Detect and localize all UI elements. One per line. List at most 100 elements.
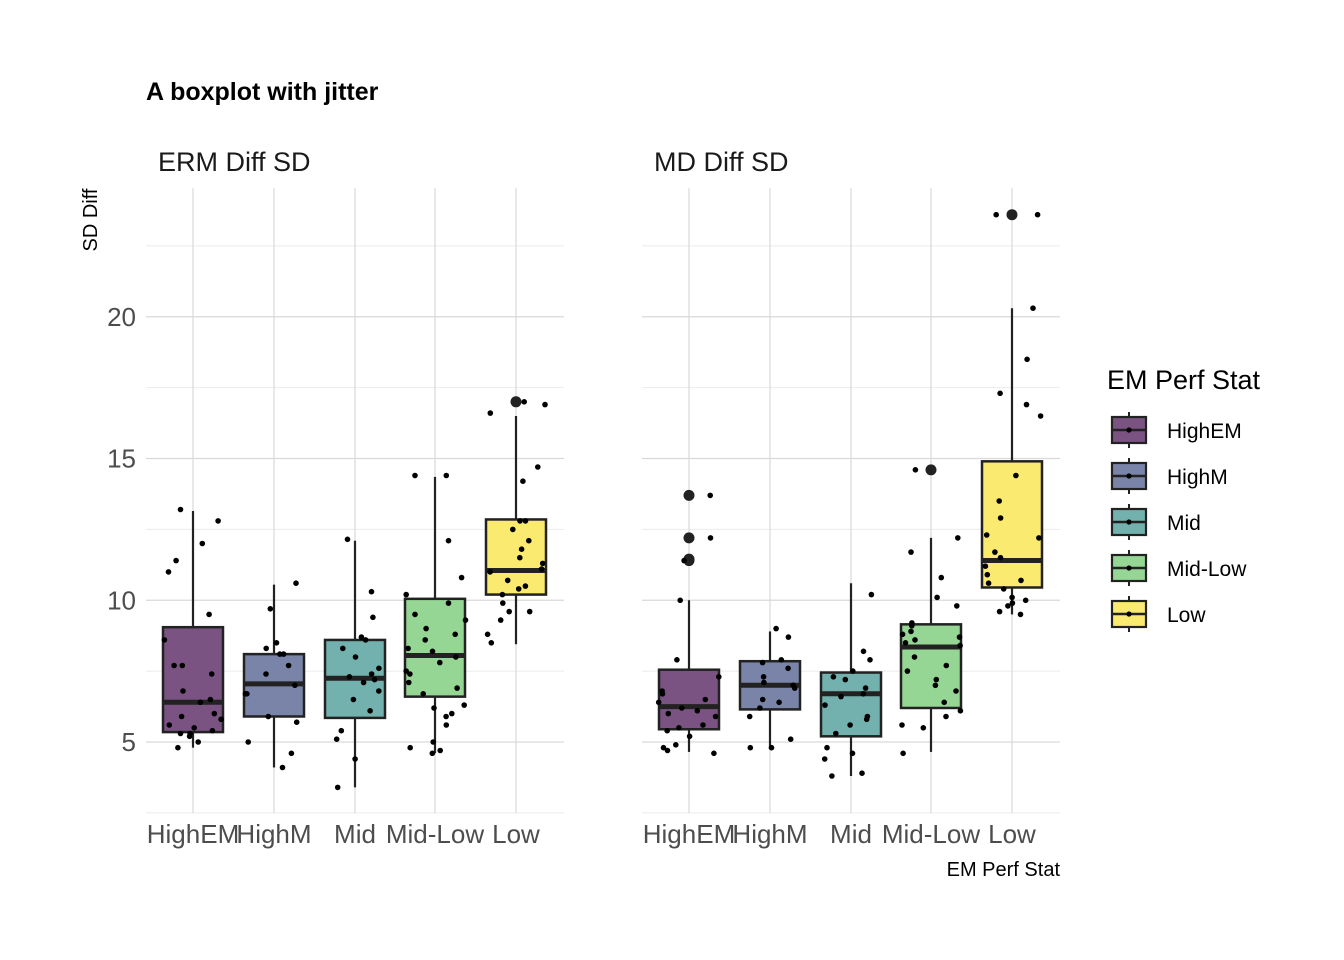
jitter-point	[500, 600, 506, 606]
jitter-point	[405, 645, 411, 652]
jitter-point	[776, 699, 782, 706]
legend-item-HighM: HighM	[1110, 458, 1228, 494]
outlier-point	[510, 396, 522, 408]
jitter-point	[443, 472, 450, 479]
jitter-point	[186, 733, 193, 740]
facet-strip-label: ERM Diff SD	[158, 147, 311, 177]
jitter-point	[522, 583, 529, 589]
jitter-point	[510, 526, 516, 533]
jitter-point	[957, 708, 964, 714]
jitter-point	[403, 591, 410, 598]
jitter-point	[996, 498, 1002, 504]
jitter-point	[785, 634, 792, 640]
jitter-point	[180, 688, 186, 694]
jitter-point	[177, 730, 184, 737]
jitter-point	[904, 668, 911, 674]
jitter-point	[161, 637, 168, 643]
legend-label: Mid-Low	[1167, 558, 1247, 581]
jitter-point	[542, 401, 548, 408]
jitter-point	[1018, 577, 1024, 584]
x-tick-label: HighEM	[643, 819, 735, 849]
box-body	[899, 623, 963, 710]
jitter-point	[997, 554, 1004, 561]
x-tick-label: HighM	[236, 819, 311, 849]
jitter-point	[833, 730, 839, 737]
jitter-point	[445, 600, 452, 606]
jitter-point	[1024, 356, 1030, 363]
legend-label: Mid	[1167, 512, 1201, 535]
jitter-point	[1005, 603, 1011, 609]
jitter-point	[453, 654, 459, 660]
jitter-point	[338, 727, 345, 734]
jitter-point	[504, 577, 511, 584]
jitter-point	[822, 702, 828, 708]
jitter-point	[707, 492, 713, 499]
jitter-point	[953, 688, 959, 694]
jitter-point	[757, 705, 763, 711]
jitter-point	[665, 710, 672, 717]
jitter-point	[539, 560, 546, 567]
jitter-point	[824, 744, 830, 751]
x-tick-label: Low	[492, 819, 540, 849]
jitter-point	[830, 674, 837, 680]
jitter-point	[371, 676, 378, 683]
jitter-point	[280, 651, 287, 657]
box-HighEM	[657, 489, 721, 752]
legend: EM Perf Stat HighEM HighM Mid Mid-Low Low	[1107, 365, 1261, 632]
jitter-point	[352, 756, 358, 762]
legend-label: HighEM	[1167, 420, 1242, 443]
jitter-point	[1030, 305, 1036, 312]
jitter-point	[487, 569, 493, 575]
jitter-point	[265, 713, 272, 720]
jitter-point	[716, 674, 722, 680]
jitter-point	[711, 750, 717, 757]
jitter-point	[659, 691, 666, 697]
jitter-point	[868, 591, 875, 598]
jitter-point	[860, 691, 867, 697]
jitter-point	[867, 657, 873, 663]
jitter-point	[681, 557, 687, 564]
jitter-point	[293, 580, 299, 586]
jitter-point	[207, 696, 214, 703]
jitter-point	[521, 399, 527, 405]
jitter-point	[768, 744, 775, 751]
jitter-point	[993, 211, 999, 218]
jitter-point	[412, 611, 418, 618]
jitter-point	[173, 557, 179, 564]
jitter-point	[288, 750, 295, 757]
x-tick-label: Mid-Low	[386, 819, 484, 849]
jitter-point	[208, 671, 215, 677]
jitter-point	[454, 685, 460, 691]
x-tick-label: Mid	[334, 819, 376, 849]
jitter-point	[209, 727, 216, 734]
jitter-point	[244, 691, 250, 697]
legend-key-point	[1126, 473, 1132, 479]
jitter-point	[676, 725, 682, 731]
jitter-point	[778, 657, 785, 663]
chart-title: A boxplot with jitter	[146, 78, 379, 106]
jitter-point	[452, 631, 459, 638]
jitter-point	[334, 784, 341, 791]
jitter-point	[759, 696, 766, 703]
jitter-point	[938, 574, 945, 581]
jitter-point	[166, 722, 173, 728]
jitter-point	[1000, 586, 1007, 592]
jitter-point	[862, 685, 869, 691]
jitter-point	[761, 679, 767, 686]
y-tick-label: 15	[107, 444, 136, 474]
box-Mid-Low	[899, 464, 963, 752]
box-body	[484, 518, 548, 596]
jitter-point	[920, 725, 927, 731]
jitter-point	[412, 472, 418, 479]
jitter-point	[785, 665, 791, 672]
jitter-point	[673, 742, 679, 748]
jitter-point	[285, 662, 292, 669]
outlier-point	[683, 555, 695, 567]
jitter-point	[899, 722, 905, 728]
jitter-point	[1013, 472, 1019, 479]
x-tick-label: Mid	[830, 819, 872, 849]
jitter-point	[488, 640, 495, 646]
jitter-point	[346, 674, 353, 680]
